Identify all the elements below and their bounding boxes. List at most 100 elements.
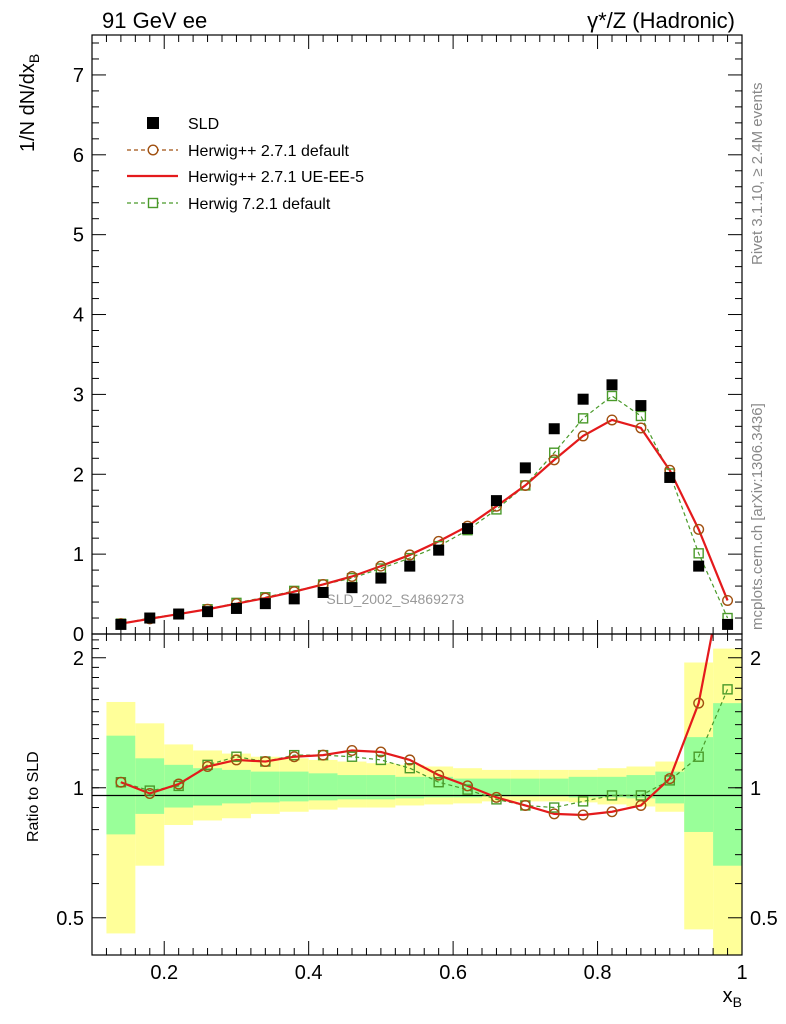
main-plot-panel: SLD_2002_S4869273 0 1 2 3 4 5 6 7 1/N dN/dxB SL… [17, 34, 743, 646]
herwig-default-marker [519, 479, 531, 491]
rivet-version-label: Rivet 3.1.10, ≥ 2.4M events [749, 83, 766, 266]
ratio-band-inner [308, 773, 338, 801]
main-y-axis-label-sub: B [26, 54, 42, 63]
herwig-default-marker [548, 808, 560, 820]
data-point [722, 618, 734, 630]
main-y-tick-label: 4 [73, 305, 84, 327]
herwig72-marker [635, 790, 647, 801]
data-point [664, 471, 676, 483]
herwig-default-marker [635, 799, 647, 811]
ratio-y-tick-label-right: 2 [750, 648, 761, 670]
data-point [115, 618, 127, 630]
herwig72-marker [231, 751, 242, 762]
herwig-default-marker [115, 776, 127, 788]
ratio-band-inner [539, 778, 569, 797]
data-point [144, 612, 156, 624]
data-point [433, 544, 445, 556]
herwig-default-marker [577, 430, 589, 442]
herwig-default-marker [259, 756, 271, 768]
ratio-band-inner [684, 737, 714, 832]
herwig-default-marker [635, 422, 647, 434]
data-point [173, 608, 185, 620]
herwig-default-marker [173, 778, 185, 790]
herwig-default-marker [519, 799, 531, 811]
x-tick-label: 1 [736, 962, 747, 984]
watermark-label: SLD_2002_S4869273 [326, 591, 464, 607]
herwig-default-marker [693, 697, 705, 709]
data-point [375, 572, 387, 584]
herwig-default-marker [577, 809, 589, 821]
header-left-title: 91 GeV ee [102, 8, 207, 33]
data-point [519, 462, 531, 474]
legend-square-marker [147, 197, 159, 209]
ratio-y-tick-label-left: 1 [73, 778, 84, 800]
ratio-plot-panel: 0.5 0.5 1 1 2 2 0.2 0.4 0.6 0.8 1 Ratio to SLD xB [25, 633, 778, 1010]
data-point [288, 593, 300, 605]
ratio-band-inner [510, 778, 540, 797]
legend-circle-marker [147, 144, 159, 156]
data-point [577, 393, 589, 405]
main-y-tick-label: 7 [73, 65, 84, 87]
ratio-band-inner [568, 776, 598, 798]
ratio-band-inner [626, 775, 656, 799]
header-right-title: γ*/Z (Hadronic) [587, 8, 735, 33]
ratio-band-inner [193, 768, 222, 806]
herwig-default-marker [490, 791, 502, 803]
herwig-default-marker [606, 414, 618, 426]
herwig-default-marker [433, 769, 445, 781]
herwig72-marker [433, 777, 444, 788]
herwig-default-marker [288, 751, 300, 763]
herwig-default-marker [693, 523, 705, 535]
main-y-axis-label: 1/N dN/dxB [17, 54, 42, 152]
herwig-default-marker [375, 746, 387, 758]
mcplots-label: mcplots.cern.ch [arXiv:1306.3436] [749, 403, 766, 630]
ratio-band-inner [395, 776, 425, 799]
herwig72-marker [606, 790, 618, 801]
herwig-default-marker [722, 594, 734, 606]
herwig-default-marker [548, 454, 560, 466]
ratio-band-inner [597, 776, 627, 798]
herwig-default-marker [404, 754, 416, 766]
x-axis-label-sub: B [733, 994, 742, 1010]
herwig72-marker [606, 390, 618, 402]
herwig-default-marker [317, 749, 329, 761]
herwig-default-marker [404, 549, 416, 561]
herwig-default-marker [202, 761, 214, 773]
ratio-y-tick-label-left: 2 [73, 648, 84, 670]
x-tick-label: 0.8 [584, 962, 612, 984]
main-y-tick-label: 5 [73, 225, 84, 247]
legend-label-herwig_ue: Herwig++ 2.7.1 UE-EE-5 [188, 169, 364, 186]
data-point [693, 560, 705, 572]
data-point [317, 586, 329, 598]
ratio-band-inner [279, 771, 309, 802]
herwig72-marker [462, 784, 473, 795]
data-point [346, 582, 358, 594]
herwig-default-marker [375, 560, 387, 572]
x-axis-label-main: x [723, 985, 733, 1007]
legend-label-herwig_default: Herwig++ 2.7.1 default [188, 143, 350, 160]
herwig-default-marker [664, 773, 676, 785]
data-point [230, 602, 242, 614]
herwig72-marker [693, 548, 704, 559]
ratio-band-inner [250, 771, 280, 803]
legend-label-data: SLD [188, 116, 219, 133]
main-y-tick-label: 2 [73, 464, 84, 486]
herwig-default-marker [606, 806, 618, 818]
legend: SLD Herwig++ 2.7.1 default Herwig++ 2.7.1 … [127, 116, 364, 213]
x-tick-label: 0.2 [150, 962, 178, 984]
herwig72-marker [577, 796, 589, 807]
data-point [462, 523, 474, 535]
data-point [548, 423, 560, 435]
main-y-tick-label: 0 [73, 624, 84, 646]
herwig72-line [120, 689, 729, 809]
herwig72-marker [635, 410, 647, 422]
herwig-default-marker [346, 570, 358, 582]
ratio-y-tick-label-right: 0.5 [750, 908, 778, 930]
herwig-default-marker [230, 754, 242, 766]
ratio-band-inner [713, 703, 742, 866]
main-y-axis-label-main: 1/N dN/dx [17, 63, 39, 152]
herwig72-marker [693, 751, 704, 762]
main-y-tick-label: 3 [73, 384, 84, 406]
x-tick-label: 0.4 [295, 962, 323, 984]
